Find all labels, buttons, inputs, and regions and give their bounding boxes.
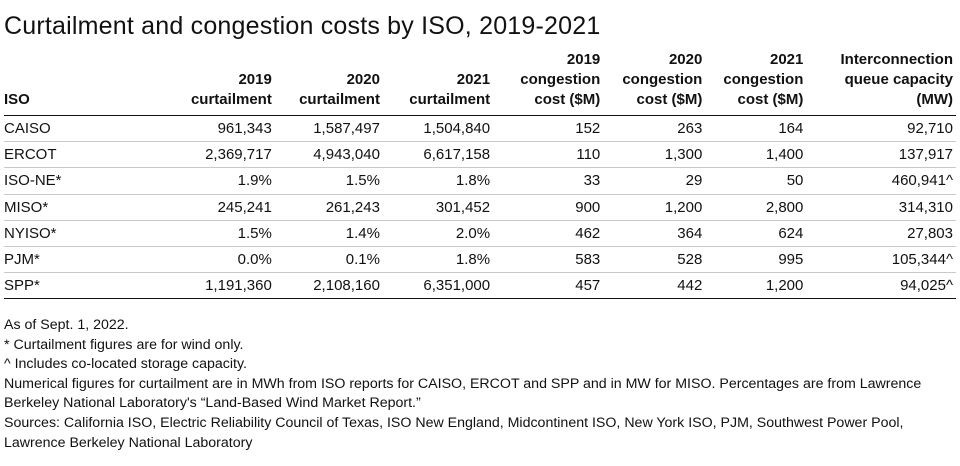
cell-2021-congestion: 1,400 <box>705 141 807 169</box>
cell-2020-congestion: 263 <box>603 115 706 143</box>
cell-queue-capacity: 92,710 <box>806 115 956 143</box>
cell-iso: ERCOT <box>4 141 156 169</box>
cell-2019-curtailment: 1,191,360 <box>155 272 275 300</box>
cell-iso: CAISO <box>4 115 156 143</box>
iso-cost-table: ISO 2019 curtailment 2020 curtailment 20… <box>4 50 956 300</box>
column-header-2020-congestion-cost: 2020 congestion cost ($M) <box>603 50 706 116</box>
cell-2019-congestion: 462 <box>493 220 604 247</box>
cell-2019-congestion: 152 <box>493 115 604 143</box>
cell-2021-curtailment: 1.8% <box>382 167 494 195</box>
cell-2021-congestion: 164 <box>705 115 807 143</box>
page-title: Curtailment and congestion costs by ISO,… <box>4 12 601 40</box>
cell-2020-curtailment: 0.1% <box>274 246 383 274</box>
table-row: CAISO 961,343 1,587,497 1,504,840 152 26… <box>4 115 956 143</box>
footnote-date: As of Sept. 1, 2022. <box>4 317 129 333</box>
table-row: NYISO* 1.5% 1.4% 2.0% 462 364 624 27,803 <box>4 220 956 247</box>
cell-2021-congestion: 1,200 <box>705 272 807 300</box>
cell-2021-congestion: 50 <box>705 167 807 195</box>
table-row: ISO-NE* 1.9% 1.5% 1.8% 33 29 50 460,941^ <box>4 167 956 195</box>
table-row: PJM* 0.0% 0.1% 1.8% 583 528 995 105,344^ <box>4 246 956 274</box>
cell-2020-curtailment: 1.5% <box>274 167 383 195</box>
cell-iso: PJM* <box>4 246 156 274</box>
cell-2019-curtailment: 1.9% <box>155 167 275 195</box>
column-header-iso: ISO <box>4 50 156 116</box>
cell-2019-congestion: 900 <box>493 194 604 221</box>
cell-iso: MISO* <box>4 194 156 221</box>
column-header-queue-capacity: Interconnection queue capacity (MW) <box>806 50 956 116</box>
cell-2019-curtailment: 1.5% <box>155 220 275 247</box>
column-header-2021-curtailment: 2021 curtailment <box>382 50 494 116</box>
column-header-2019-curtailment: 2019 curtailment <box>155 50 275 116</box>
footnote-units: Numerical figures for curtailment are in… <box>4 375 922 412</box>
cell-2019-congestion: 33 <box>493 167 604 195</box>
table-row: MISO* 245,241 261,243 301,452 900 1,200 … <box>4 194 956 221</box>
cell-2021-curtailment: 1.8% <box>382 246 494 274</box>
cell-2019-congestion: 583 <box>493 246 604 274</box>
column-header-2020-curtailment: 2020 curtailment <box>274 50 383 116</box>
cell-2019-congestion: 110 <box>493 141 604 169</box>
cell-2019-curtailment: 245,241 <box>155 194 275 221</box>
cell-queue-capacity: 27,803 <box>806 220 956 247</box>
cell-2020-curtailment: 261,243 <box>274 194 383 221</box>
cell-2019-curtailment: 2,369,717 <box>155 141 275 169</box>
cell-iso: SPP* <box>4 272 156 300</box>
cell-2020-congestion: 1,300 <box>603 141 706 169</box>
footnote-wind-only: * Curtailment figures are for wind only. <box>4 336 244 353</box>
cell-2021-curtailment: 1,504,840 <box>382 115 494 143</box>
cell-2019-congestion: 457 <box>493 272 604 300</box>
table-row: ERCOT 2,369,717 4,943,040 6,617,158 110 … <box>4 141 956 169</box>
cell-iso: NYISO* <box>4 220 156 247</box>
cell-2021-congestion: 624 <box>705 220 807 247</box>
cell-2020-congestion: 364 <box>603 220 706 247</box>
cell-2020-congestion: 1,200 <box>603 194 706 221</box>
cell-2020-congestion: 442 <box>603 272 706 300</box>
cell-2020-curtailment: 1.4% <box>274 220 383 247</box>
cell-queue-capacity: 94,025^ <box>806 272 956 300</box>
cell-2019-curtailment: 961,343 <box>155 115 275 143</box>
column-header-2019-congestion-cost: 2019 congestion cost ($M) <box>493 50 604 116</box>
footnote-storage: ^ Includes co-located storage capacity. <box>4 356 247 373</box>
cell-2020-congestion: 29 <box>603 167 706 195</box>
cell-2021-curtailment: 6,617,158 <box>382 141 494 169</box>
cell-2020-curtailment: 2,108,160 <box>274 272 383 300</box>
cell-2020-curtailment: 1,587,497 <box>274 115 383 143</box>
cell-2021-curtailment: 301,452 <box>382 194 494 221</box>
table-header-row: ISO 2019 curtailment 2020 curtailment 20… <box>4 50 956 116</box>
table-row: SPP* 1,191,360 2,108,160 6,351,000 457 4… <box>4 272 956 300</box>
cell-2020-congestion: 528 <box>603 246 706 274</box>
cell-2021-curtailment: 6,351,000 <box>382 272 494 300</box>
cell-iso: ISO-NE* <box>4 167 156 195</box>
cell-queue-capacity: 460,941^ <box>806 167 956 195</box>
cell-2021-congestion: 995 <box>705 246 807 274</box>
cell-2019-curtailment: 0.0% <box>155 246 275 274</box>
cell-2020-curtailment: 4,943,040 <box>274 141 383 169</box>
cell-queue-capacity: 137,917 <box>806 141 956 169</box>
column-header-2021-congestion-cost: 2021 congestion cost ($M) <box>705 50 807 116</box>
cell-2021-curtailment: 2.0% <box>382 220 494 247</box>
cell-queue-capacity: 314,310 <box>806 194 956 221</box>
cell-2021-congestion: 2,800 <box>705 194 807 221</box>
footnote-sources: Sources: California ISO, Electric Reliab… <box>4 414 904 451</box>
footnotes: As of Sept. 1, 2022. * Curtailment figur… <box>4 316 954 453</box>
cell-queue-capacity: 105,344^ <box>806 246 956 274</box>
